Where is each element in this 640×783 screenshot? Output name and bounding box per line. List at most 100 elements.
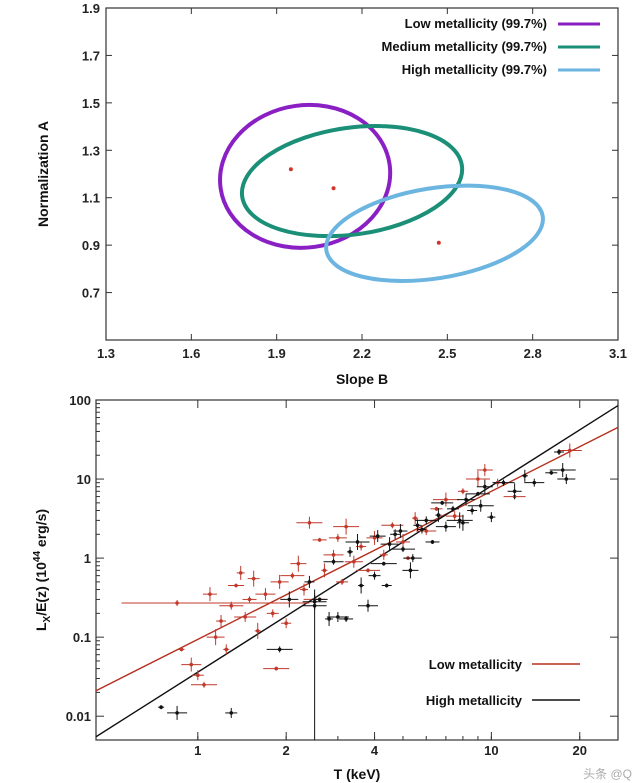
data-point-high bbox=[512, 489, 517, 494]
data-point-high bbox=[317, 597, 322, 602]
data-point-high bbox=[277, 647, 282, 652]
x-tick-label: 3.1 bbox=[609, 346, 627, 361]
data-point-high bbox=[372, 573, 377, 578]
watermark: 头条 @Q bbox=[583, 767, 632, 781]
axis-ticks: 1 2 4 10 20 0.01 0.1 1 10 100 bbox=[66, 393, 618, 758]
data-point-high bbox=[355, 540, 360, 544]
data-point-low bbox=[189, 662, 194, 667]
data-point-low bbox=[476, 477, 480, 481]
x-tick-label: 10 bbox=[484, 743, 498, 758]
x-tick-label: 1.6 bbox=[182, 346, 200, 361]
data-point-high bbox=[348, 550, 352, 554]
data-point-low bbox=[381, 553, 386, 557]
data-point-low bbox=[229, 603, 234, 608]
data-point-high bbox=[476, 492, 480, 496]
y-tick-label: 1.3 bbox=[82, 143, 100, 158]
fit-line-2 bbox=[95, 404, 619, 738]
data-point-high bbox=[436, 513, 441, 517]
y-tick-label: 1 bbox=[84, 551, 91, 566]
data-point-high bbox=[461, 520, 465, 525]
plot-area-frame bbox=[105, 7, 619, 341]
data-point-low bbox=[284, 621, 288, 626]
y-tick-label: 1.5 bbox=[82, 96, 100, 111]
y-axis-label-main: L bbox=[33, 622, 49, 631]
data-point-high bbox=[464, 497, 468, 502]
data-point-low bbox=[213, 635, 218, 639]
x-tick-label: 1 bbox=[194, 743, 201, 758]
data-point-low bbox=[247, 597, 252, 602]
y-tick-label: 1.9 bbox=[82, 1, 100, 16]
data-point-low bbox=[359, 544, 363, 549]
data-point-high bbox=[366, 603, 370, 608]
data-point-high bbox=[375, 534, 380, 538]
data-point-low bbox=[366, 568, 370, 573]
data-point-low bbox=[390, 523, 395, 528]
data-point-low bbox=[331, 553, 336, 557]
data-point-high bbox=[398, 529, 403, 533]
data-point-low bbox=[336, 536, 340, 540]
luminosity-temperature-chart: 1 2 4 10 20 0.01 0.1 1 10 100 Low metallicity High… bbox=[32, 393, 619, 782]
x-tick-label: 20 bbox=[573, 743, 587, 758]
legend-label-1: Low metallicity bbox=[429, 657, 523, 672]
data-point-high bbox=[387, 542, 392, 546]
data-point-low bbox=[401, 540, 405, 544]
contour-series bbox=[218, 102, 545, 283]
data-point-high bbox=[560, 468, 565, 472]
x-axis-label: T (keV) bbox=[334, 766, 381, 782]
data-point-high bbox=[327, 617, 331, 621]
data-point-low bbox=[238, 571, 243, 575]
x-tick-label: 4 bbox=[371, 743, 379, 758]
data-point-low bbox=[296, 561, 301, 566]
y-tick-label: 1.7 bbox=[82, 48, 100, 63]
data-point-low bbox=[444, 497, 448, 502]
data-point-low bbox=[219, 619, 223, 623]
contour-ellipse-1 bbox=[218, 102, 393, 250]
data-point-high bbox=[336, 615, 340, 619]
data-point-high bbox=[549, 470, 554, 475]
data-point-high bbox=[401, 547, 405, 551]
data-point-low bbox=[322, 568, 327, 573]
data-point-low bbox=[461, 489, 465, 494]
y-tick-label: 10 bbox=[77, 472, 91, 487]
data-point-low bbox=[434, 507, 439, 511]
data-point-high bbox=[501, 480, 506, 485]
data-point-high bbox=[470, 508, 474, 513]
data-point-low bbox=[234, 583, 238, 588]
contour-ellipse-3 bbox=[324, 183, 545, 283]
data-point-low bbox=[567, 448, 572, 453]
data-point-low bbox=[307, 520, 312, 525]
data-point-high bbox=[175, 711, 179, 715]
data-point-low bbox=[208, 592, 212, 596]
data-point-low bbox=[263, 592, 268, 596]
data-point-high bbox=[478, 503, 483, 508]
data-point-high bbox=[430, 540, 435, 544]
data-point-low bbox=[483, 468, 487, 472]
data-point-low bbox=[179, 647, 184, 652]
axis-ticks: 1.3 1.6 1.9 2.2 2.5 2.8 3.1 0.7 0.9 1.1 1.3 1.5 1.7 1… bbox=[82, 1, 627, 361]
data-point-low bbox=[224, 647, 229, 652]
legend-label-2: High metallicity bbox=[426, 693, 523, 708]
data-point-high bbox=[384, 583, 389, 588]
data-point-high bbox=[287, 597, 292, 602]
x-tick-label: 1.9 bbox=[268, 346, 286, 361]
legend: Low metallicity (99.7%) Medium metallicit… bbox=[382, 16, 600, 77]
data-point-high bbox=[457, 518, 462, 523]
legend-label-2: Medium metallicity (99.7%) bbox=[382, 39, 547, 54]
data-point-high bbox=[420, 527, 424, 532]
x-tick-label: 2.8 bbox=[524, 346, 542, 361]
data-point-low bbox=[270, 611, 275, 616]
contour-chart: 1.3 1.6 1.9 2.2 2.5 2.8 3.1 0.7 0.9 1.1 1.3 1.5 1.7 1… bbox=[35, 1, 627, 387]
data-point-low bbox=[372, 536, 377, 540]
data-point-high bbox=[532, 480, 537, 485]
data-point-low bbox=[274, 666, 279, 671]
y-axis-label-sub: X bbox=[42, 615, 53, 622]
data-point-high bbox=[415, 523, 420, 528]
data-point-low bbox=[302, 587, 306, 592]
data-point-low bbox=[424, 529, 429, 533]
best-fit-point-1 bbox=[288, 167, 293, 172]
data-point-low bbox=[290, 573, 295, 578]
data-point-high bbox=[483, 484, 487, 489]
y-axis-label-sup: 44 bbox=[32, 551, 43, 563]
data-point-high bbox=[344, 617, 348, 621]
